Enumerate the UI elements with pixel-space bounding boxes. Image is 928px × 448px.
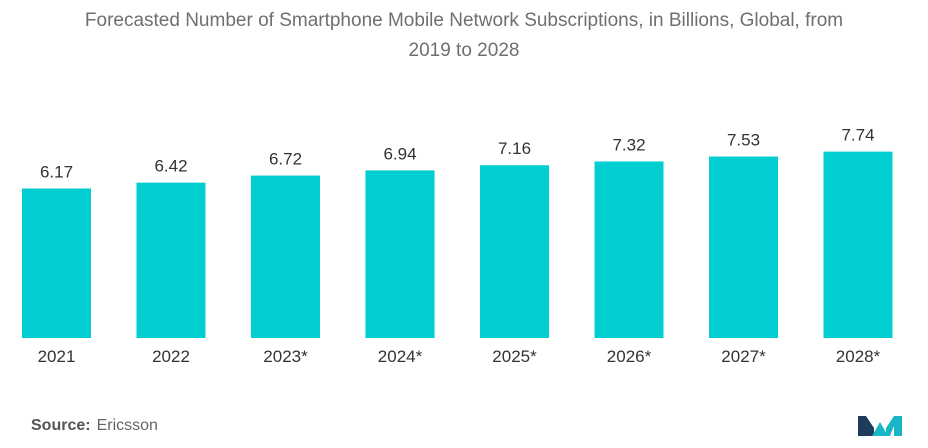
category-label: 2021	[38, 347, 76, 366]
value-label: 7.16	[498, 139, 531, 158]
source-label: Source:	[31, 417, 91, 434]
bar-2024-forecast	[365, 170, 435, 338]
bar-2028-forecast	[823, 151, 893, 338]
source-text: Ericsson	[96, 417, 158, 434]
chart-title-line-2: 2019 to 2028	[408, 40, 520, 61]
bar-2021	[22, 188, 91, 338]
category-label: 2026*	[607, 347, 652, 366]
category-label: 2023*	[263, 347, 308, 366]
value-label: 7.74	[841, 126, 874, 145]
logo-left-stroke	[858, 416, 874, 436]
category-labels-group: 2021 2022 2023* 2024* 2025* 2026* 2027* 2028*	[38, 347, 881, 366]
value-label: 6.17	[40, 163, 73, 182]
logo-mid-stroke	[872, 422, 888, 436]
bar-2022	[136, 182, 206, 338]
bar-2025-forecast	[480, 165, 549, 338]
category-label: 2027*	[721, 347, 766, 366]
value-label: 6.94	[383, 144, 416, 163]
bar-2027-forecast	[709, 156, 778, 338]
chart-title-line-1: Forecasted Number of Smartphone Mobile N…	[84, 10, 844, 31]
value-label: 6.72	[269, 150, 302, 169]
category-label: 2025*	[492, 347, 537, 366]
mordor-logo-icon	[858, 416, 902, 436]
value-label: 7.53	[727, 131, 760, 150]
bar-2023-forecast	[251, 175, 320, 338]
bar-2026-forecast	[594, 161, 664, 338]
category-label: 2028*	[836, 347, 881, 366]
source-note: Source: Ericsson	[31, 417, 158, 435]
value-labels-group: 6.17 6.42 6.72 6.94 7.16 7.32 7.53 7.74	[40, 126, 875, 182]
value-label: 7.32	[612, 135, 645, 154]
bars-group	[22, 151, 893, 338]
category-label: 2024*	[378, 347, 423, 366]
category-label: 2022	[152, 347, 190, 366]
logo-right-stroke	[886, 416, 902, 436]
value-label: 6.42	[154, 157, 187, 176]
chart-title: Forecasted Number of Smartphone Mobile N…	[0, 6, 928, 66]
